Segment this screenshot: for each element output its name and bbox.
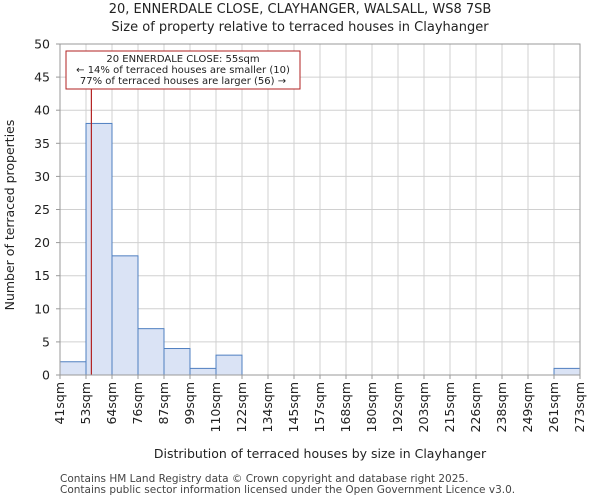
y-tick-label: 5	[42, 334, 50, 349]
y-tick-label: 40	[34, 103, 50, 118]
bar-53sqm	[85, 122, 113, 376]
x-axis-label: Distribution of terraced houses by size …	[154, 446, 487, 461]
y-tick-label: 10	[34, 301, 50, 316]
bar-99sqm	[189, 367, 217, 376]
y-tick-label: 15	[34, 268, 50, 283]
annotation-line: ← 14% of terraced houses are smaller (10…	[76, 65, 290, 76]
x-tick-label: 180sqm	[364, 382, 379, 432]
footer-line-2: Contains public sector information licen…	[60, 484, 516, 496]
annotation-frame	[65, 50, 301, 90]
x-tick-label: 53sqm	[78, 382, 93, 425]
x-tick-label: 261sqm	[546, 382, 561, 432]
x-tick-label: 273sqm	[572, 382, 587, 432]
y-tick-label: 45	[34, 70, 50, 85]
y-axis-label: Number of terraced properties	[2, 120, 17, 311]
annotation-line: 20 ENNERDALE CLOSE: 55sqm	[106, 54, 259, 65]
x-tick-label: 76sqm	[130, 382, 145, 425]
x-axis-ticks: 41sqm 53sqm 64sqm 76sqm 87sqm 99sqm 110sqm 122s…	[52, 375, 587, 432]
y-tick-label: 50	[34, 37, 50, 52]
y-axis-ticks: 0 5 10 15 20 25 30 35 40 45 50	[34, 37, 60, 383]
bar-64sqm	[111, 255, 139, 376]
x-tick-label: 41sqm	[52, 382, 67, 425]
y-tick-label: 35	[34, 136, 50, 151]
x-tick-label: 134sqm	[260, 382, 275, 432]
x-tick-label: 64sqm	[104, 382, 119, 425]
x-tick-label: 110sqm	[208, 382, 223, 432]
x-tick-label: 203sqm	[416, 382, 431, 432]
annotation-line: 77% of terraced houses are larger (56) →	[80, 76, 286, 87]
chart-title: 20, ENNERDALE CLOSE, CLAYHANGER, WALSALL…	[109, 2, 492, 17]
y-tick-label: 0	[42, 368, 50, 383]
x-tick-label: 226sqm	[468, 382, 483, 432]
bar-76sqm	[137, 328, 165, 376]
bar-110sqm	[215, 354, 243, 376]
bars	[59, 122, 581, 376]
y-tick-label: 20	[34, 235, 50, 250]
x-tick-label: 168sqm	[338, 382, 353, 432]
bar-87sqm	[163, 348, 191, 376]
x-tick-label: 145sqm	[286, 382, 301, 432]
footer-line-1: Contains HM Land Registry data © Crown c…	[60, 473, 469, 485]
chart-subtitle: Size of property relative to terraced ho…	[111, 20, 489, 35]
x-tick-label: 238sqm	[494, 382, 509, 432]
y-tick-label: 25	[34, 202, 50, 217]
x-tick-label: 122sqm	[234, 382, 249, 432]
x-tick-label: 157sqm	[312, 382, 327, 432]
x-tick-label: 99sqm	[182, 382, 197, 425]
bar-261sqm	[553, 367, 581, 376]
x-tick-label: 215sqm	[442, 382, 457, 432]
y-tick-label: 30	[34, 169, 50, 184]
x-tick-label: 249sqm	[520, 382, 535, 432]
x-tick-label: 192sqm	[390, 382, 405, 432]
bar-41sqm	[59, 361, 87, 376]
annotation-box: 20 ENNERDALE CLOSE: 55sqm← 14% of terrac…	[65, 50, 301, 90]
x-tick-label: 87sqm	[156, 382, 171, 425]
